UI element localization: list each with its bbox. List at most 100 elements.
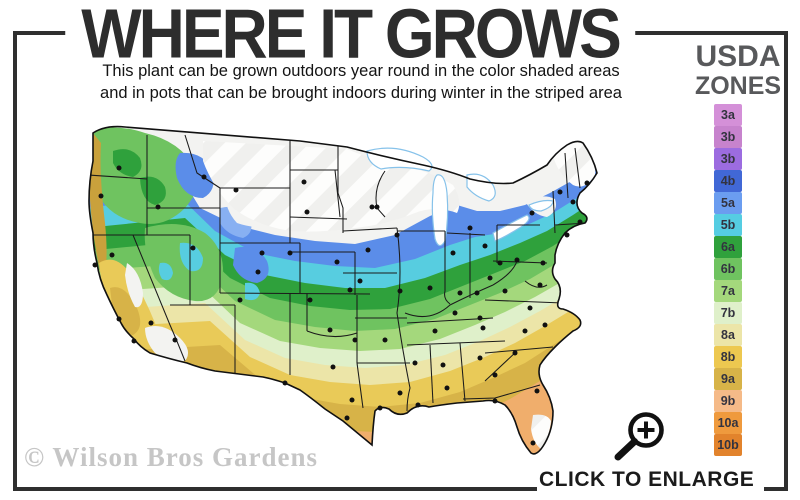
city-dot xyxy=(537,282,543,288)
city-dot xyxy=(116,165,122,171)
legend-swatch-10b: 10b xyxy=(714,434,742,456)
legend-swatch-4b: 4b xyxy=(714,170,742,192)
city-dot xyxy=(397,288,403,294)
subtitle-line-2: and in pots that can be brought indoors … xyxy=(100,83,622,102)
city-dot xyxy=(440,362,446,368)
city-dot xyxy=(155,204,161,210)
city-dot xyxy=(307,297,313,303)
legend-swatch-3b: 3b xyxy=(714,148,742,170)
city-dot xyxy=(564,232,570,238)
city-dot xyxy=(474,290,480,296)
city-dot xyxy=(450,250,456,256)
city-dot xyxy=(109,252,115,258)
city-dot xyxy=(344,415,350,421)
city-dot xyxy=(492,398,498,404)
watermark: © Wilson Bros Gardens xyxy=(24,442,318,472)
city-dot xyxy=(255,269,261,275)
city-dot xyxy=(540,260,546,266)
city-dot xyxy=(259,250,265,256)
city-dot xyxy=(477,315,483,321)
city-dot xyxy=(301,179,307,185)
city-dot xyxy=(347,287,353,293)
city-dot xyxy=(397,390,403,396)
city-dot xyxy=(304,209,310,215)
city-dot xyxy=(452,310,458,316)
city-dot xyxy=(116,316,122,322)
click-to-enlarge-button[interactable]: CLICK TO ENLARGE xyxy=(537,466,765,496)
city-dot xyxy=(487,275,493,281)
legend-swatch-9b: 9b xyxy=(714,390,742,412)
usda-zone-map[interactable] xyxy=(85,113,600,458)
city-dot xyxy=(282,380,288,386)
city-dot xyxy=(427,285,433,291)
city-dot xyxy=(172,337,178,343)
legend-swatch-8a: 8a xyxy=(714,324,742,346)
city-dot xyxy=(492,372,498,378)
legend-swatch-7a: 7a xyxy=(714,280,742,302)
legend-swatch-10a: 10a xyxy=(714,412,742,434)
city-dot xyxy=(529,210,535,216)
city-dots xyxy=(92,165,590,446)
city-dot xyxy=(369,204,375,210)
city-dot xyxy=(512,350,518,356)
city-dot xyxy=(382,337,388,343)
city-dot xyxy=(148,320,154,326)
magnifier-plus-icon[interactable] xyxy=(606,404,670,470)
city-dot xyxy=(577,219,583,225)
city-dot xyxy=(190,245,196,251)
city-dot xyxy=(287,250,293,256)
city-dot xyxy=(570,199,576,205)
page-title: WHERE IT GROWS xyxy=(65,0,635,74)
city-dot xyxy=(377,405,383,411)
city-dot xyxy=(92,262,98,268)
city-dot xyxy=(522,328,528,334)
city-dot xyxy=(349,397,355,403)
coast-strip xyxy=(89,133,107,283)
usda-zones-heading: USDA ZONES xyxy=(685,42,791,99)
city-dot xyxy=(352,337,358,343)
city-dot xyxy=(432,328,438,334)
city-dot xyxy=(482,243,488,249)
subtitle: This plant can be grown outdoors year ro… xyxy=(55,61,667,105)
city-dot xyxy=(98,193,104,199)
city-dot xyxy=(233,187,239,193)
city-dot xyxy=(477,355,483,361)
city-dot xyxy=(497,260,503,266)
city-dot xyxy=(444,385,450,391)
zone-bands xyxy=(89,126,597,454)
city-dot xyxy=(334,259,340,265)
city-dot xyxy=(502,288,508,294)
zones-label: ZONES xyxy=(694,72,782,100)
city-dot xyxy=(480,325,486,331)
city-dot xyxy=(327,327,333,333)
city-dot xyxy=(527,305,533,311)
legend-swatch-8b: 8b xyxy=(714,346,742,368)
usda-label: USDA xyxy=(695,40,781,73)
legend-swatch-5a: 5a xyxy=(714,192,742,214)
city-dot xyxy=(412,360,418,366)
city-dot xyxy=(357,278,363,284)
city-dot xyxy=(330,364,336,370)
striped-region-maine xyxy=(553,142,596,187)
striped-region-north xyxy=(203,141,460,232)
legend-swatch-5b: 5b xyxy=(714,214,742,236)
legend-swatch-7b: 7b xyxy=(714,302,742,324)
city-dot xyxy=(131,338,137,344)
city-dot xyxy=(514,257,520,263)
us-outline xyxy=(88,125,598,455)
city-dot xyxy=(457,290,463,296)
city-dot xyxy=(542,322,548,328)
city-dot xyxy=(394,232,400,238)
city-dot xyxy=(415,402,421,408)
legend-swatch-3a: 3a xyxy=(714,104,742,126)
legend-swatch-6b: 6b xyxy=(714,258,742,280)
legend-swatch-3b: 3b xyxy=(714,126,742,148)
city-dot xyxy=(584,180,590,186)
legend-items: 3a 3b 3b 4b 5a 5b 6a 6b 7a 7b 8a 8b 9a 9b 10a 10b xyxy=(714,104,742,456)
city-dot xyxy=(201,174,207,180)
legend-swatch-6a: 6a xyxy=(714,236,742,258)
city-dot xyxy=(237,297,243,303)
subtitle-line-1: This plant can be grown outdoors year ro… xyxy=(102,62,620,80)
city-dot xyxy=(534,388,540,394)
